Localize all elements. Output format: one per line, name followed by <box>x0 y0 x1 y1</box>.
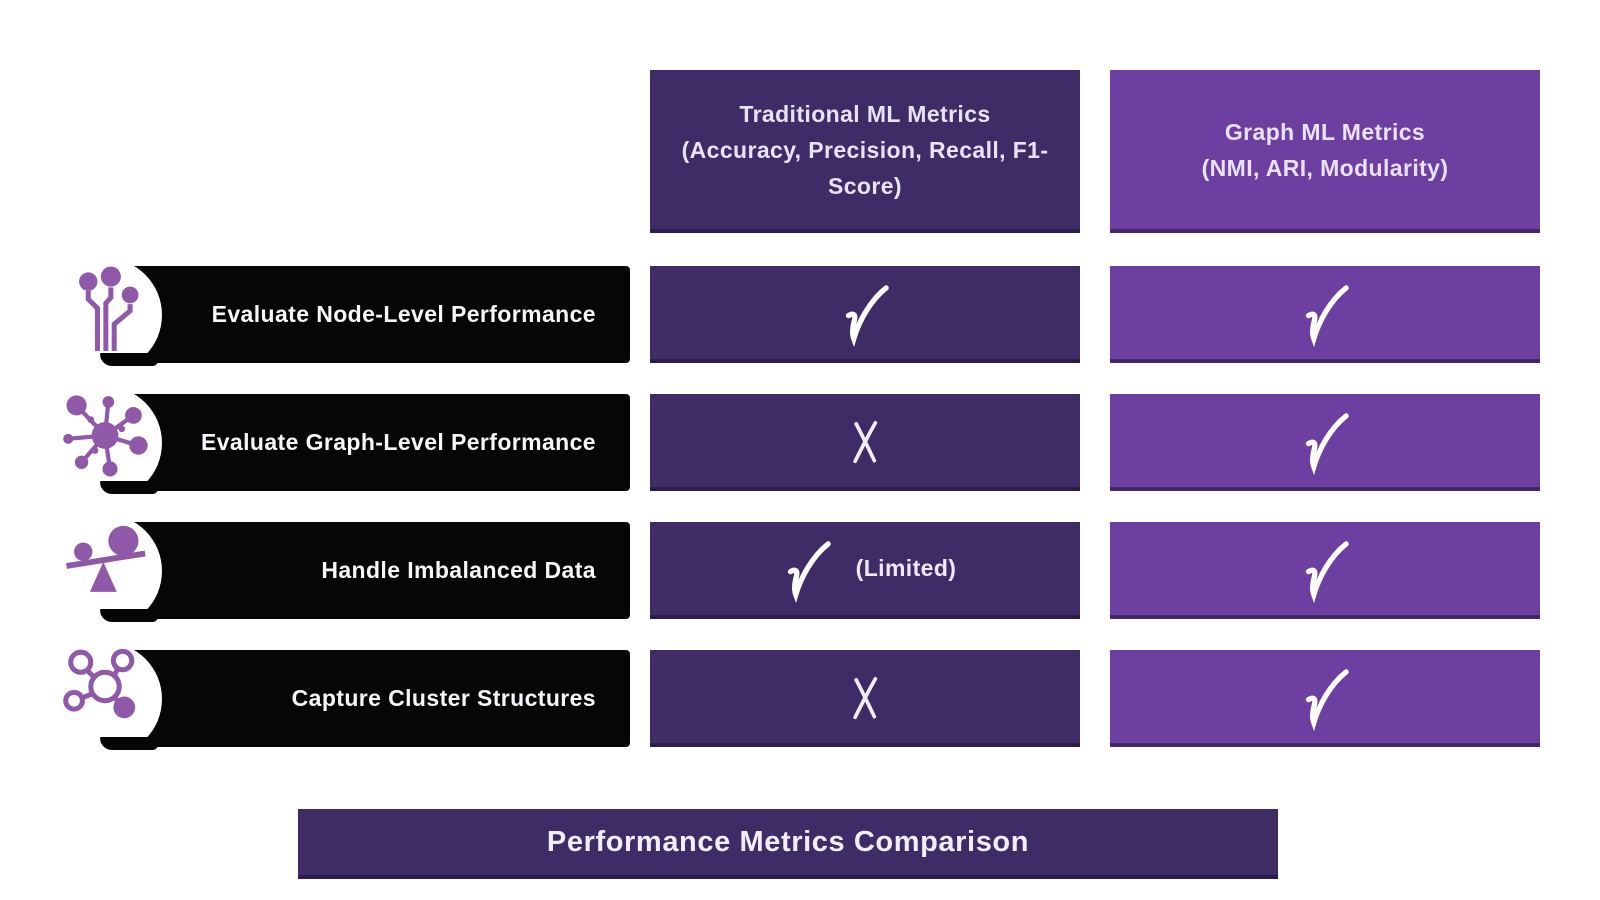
cell-graph-level-traditional <box>650 394 1080 491</box>
label-tail <box>100 353 158 366</box>
column-subtitle: (NMI, ARI, Modularity) <box>1201 154 1449 181</box>
cluster-nodes-icon <box>62 648 148 740</box>
cell-node-level-graph <box>1110 266 1540 363</box>
label-bar <box>100 266 630 363</box>
footer-title-text: Performance Metrics Comparison <box>546 825 1030 858</box>
column-title: Graph ML Metrics <box>1224 118 1426 145</box>
cell-imbalanced-traditional: (Limited) <box>650 522 1080 619</box>
check-mark-icon <box>787 540 831 603</box>
cell-node-level-traditional <box>650 266 1080 363</box>
row-label-text: Evaluate Node-Level Performance <box>211 301 596 327</box>
row-label-graph-level: Evaluate Graph-Level Performance <box>48 386 630 500</box>
check-mark-icon <box>1305 540 1349 603</box>
label-bar <box>100 522 630 619</box>
label-bar <box>100 650 630 747</box>
row-label-cluster-structures: Capture Cluster Structures <box>48 642 630 756</box>
row-label-imbalanced-data: Handle Imbalanced Data <box>48 514 630 628</box>
check-mark-icon <box>1305 412 1349 475</box>
x-mark-icon <box>853 420 878 463</box>
seesaw-balance-icon <box>62 520 148 612</box>
node-pins-icon <box>62 264 148 356</box>
cell-cluster-traditional <box>650 650 1080 747</box>
column-subtitle: (Accuracy, Precision, Recall, F1-Score) <box>681 136 1049 199</box>
label-bar <box>100 394 630 491</box>
label-tail <box>100 737 158 750</box>
footer-title-bar: Performance Metrics Comparison <box>298 809 1278 879</box>
x-mark-icon <box>853 676 878 719</box>
column-header-graph-ml: Graph ML Metrics (NMI, ARI, Modularity) <box>1110 70 1540 233</box>
cell-note-limited: (Limited) <box>855 555 957 581</box>
check-mark-icon <box>1305 668 1349 731</box>
cell-cluster-graph <box>1110 650 1540 747</box>
label-tail <box>100 481 158 494</box>
row-label-text: Evaluate Graph-Level Performance <box>200 429 596 455</box>
row-label-text: Capture Cluster Structures <box>291 685 596 711</box>
column-title: Traditional ML Metrics <box>739 100 991 127</box>
cell-graph-level-graph <box>1110 394 1540 491</box>
cell-imbalanced-graph <box>1110 522 1540 619</box>
label-tail <box>100 609 158 622</box>
row-label-text: Handle Imbalanced Data <box>321 557 596 583</box>
hub-network-icon <box>62 392 148 484</box>
row-label-node-level: Evaluate Node-Level Performance <box>48 258 630 372</box>
column-header-traditional-ml: Traditional ML Metrics (Accuracy, Precis… <box>650 70 1080 233</box>
check-mark-icon <box>845 284 889 347</box>
check-mark-icon <box>1305 284 1349 347</box>
